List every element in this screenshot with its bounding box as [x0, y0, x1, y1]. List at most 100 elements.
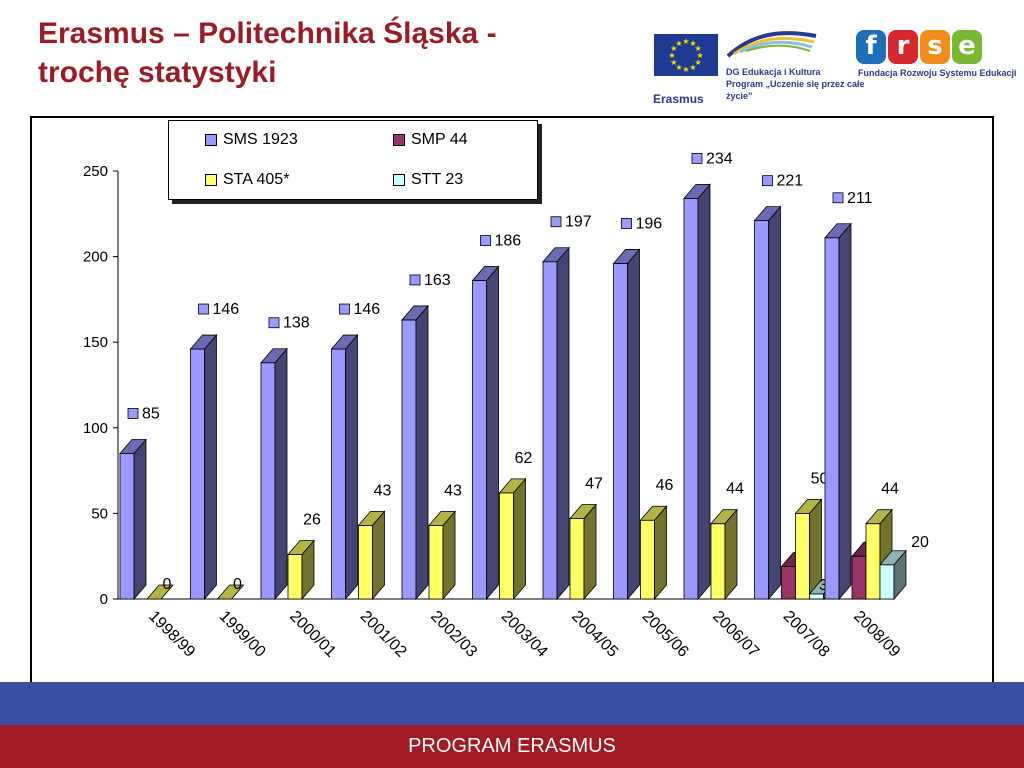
data-label-marker [339, 303, 350, 315]
bar-front [879, 564, 895, 600]
legend-label: STT 23 [411, 171, 464, 188]
eu-star-icon: ★ [670, 58, 677, 67]
data-label: 234 [706, 150, 733, 167]
legend-label: SMS 1923 [223, 131, 298, 148]
data-label: 221 [777, 173, 804, 190]
data-label: 85 [142, 405, 160, 422]
data-label: 146 [354, 301, 381, 318]
data-label: 196 [636, 215, 663, 232]
x-tick-label: 2001/02 [357, 608, 410, 661]
y-tick-label: 150 [83, 334, 108, 351]
data-label: 0 [233, 576, 242, 593]
footer-blue-band [0, 682, 1024, 725]
eu-star-icon: ★ [696, 51, 703, 60]
bar-side [697, 183, 711, 601]
x-tick-label: 2002/03 [427, 608, 480, 661]
bar-top [710, 509, 738, 525]
bar-side [415, 304, 429, 601]
bar-top [865, 509, 893, 525]
eu-flag-logo: ★ ★ ★ ★ ★ ★ ★ ★ ★ ★ ★ ★ [654, 34, 718, 76]
bar-top [401, 305, 429, 321]
bar-top [753, 206, 782, 222]
bar-side [768, 205, 781, 601]
y-tick-label: 200 [83, 249, 108, 266]
x-tick-label: 2007/08 [780, 608, 833, 661]
legend-swatch [205, 174, 217, 186]
frse-letter-r: r [888, 30, 918, 64]
legend-swatch [393, 134, 405, 146]
bar-top [471, 266, 500, 281]
bar-top [287, 540, 315, 555]
y-tick-label: 100 [83, 420, 108, 437]
frse-letter-s: s [920, 30, 950, 64]
eu-star-icon: ★ [675, 63, 682, 72]
data-label: 50 [811, 470, 829, 487]
dg-caption: DG Edukacja i Kultura Program „Uczenie s… [726, 66, 866, 102]
bar-side [838, 222, 852, 601]
bar-top [428, 510, 456, 526]
data-label: 43 [444, 482, 462, 499]
bar-front [824, 237, 840, 600]
bar-side [274, 347, 288, 601]
bar-side [486, 265, 499, 601]
eu-star-icon: ★ [695, 58, 702, 67]
bar-top [498, 478, 527, 494]
data-label-marker [550, 216, 562, 228]
bar-top [569, 504, 597, 519]
bar-front [795, 512, 810, 600]
bar-top [146, 584, 174, 600]
bar-front [499, 492, 514, 600]
data-label: 43 [374, 482, 392, 499]
bar-front [260, 362, 276, 600]
data-label: 197 [565, 214, 592, 231]
bar-front [119, 453, 135, 600]
eu-star-icon: ★ [689, 63, 696, 72]
program-swoosh-logo [724, 26, 820, 67]
bar-top [824, 223, 852, 239]
data-label: 186 [495, 233, 522, 250]
bar-front [683, 197, 699, 600]
data-label: 146 [213, 301, 240, 318]
bar-front [287, 554, 303, 600]
y-tick-label: 250 [83, 163, 108, 180]
data-label: 163 [424, 272, 451, 289]
bar-top [119, 439, 147, 454]
legend-label: SMP 44 [411, 131, 468, 148]
data-label-marker [127, 408, 139, 419]
bar-side [627, 248, 640, 601]
data-label-marker [762, 175, 773, 187]
bar-side [513, 477, 526, 601]
bar-front [472, 280, 487, 600]
bar-front [710, 523, 726, 600]
data-label: 47 [585, 476, 603, 493]
bar-side [556, 246, 570, 601]
bar-side [724, 508, 738, 601]
data-label: 211 [847, 190, 873, 207]
bar-front [358, 524, 373, 600]
bar-front [754, 220, 769, 600]
legend-swatch [393, 174, 405, 186]
bar-front [428, 524, 444, 600]
bar-front [851, 555, 867, 600]
bar-front [542, 261, 558, 600]
dg-line-2: Program „Uczenie się przez całe życie” [726, 79, 865, 101]
bar-front [569, 518, 585, 600]
eu-star-icon: ★ [695, 44, 702, 53]
bar-top [260, 348, 288, 364]
data-label-marker [409, 274, 421, 286]
data-label: 26 [303, 511, 321, 528]
legend-item: SMS 1923 [205, 131, 298, 149]
x-tick-label: 2003/04 [498, 608, 551, 661]
x-tick-label: 2005/06 [639, 608, 692, 661]
bar-front [865, 523, 881, 600]
bar-side [654, 505, 667, 601]
bar-front [640, 519, 655, 600]
bar-top [216, 584, 245, 600]
bar-top [639, 505, 668, 521]
eu-star-icon: ★ [675, 39, 682, 48]
bar-front [613, 263, 628, 600]
legend-item: STA 405* [205, 171, 289, 189]
eu-star-icon: ★ [689, 39, 696, 48]
bar-side [345, 333, 358, 601]
